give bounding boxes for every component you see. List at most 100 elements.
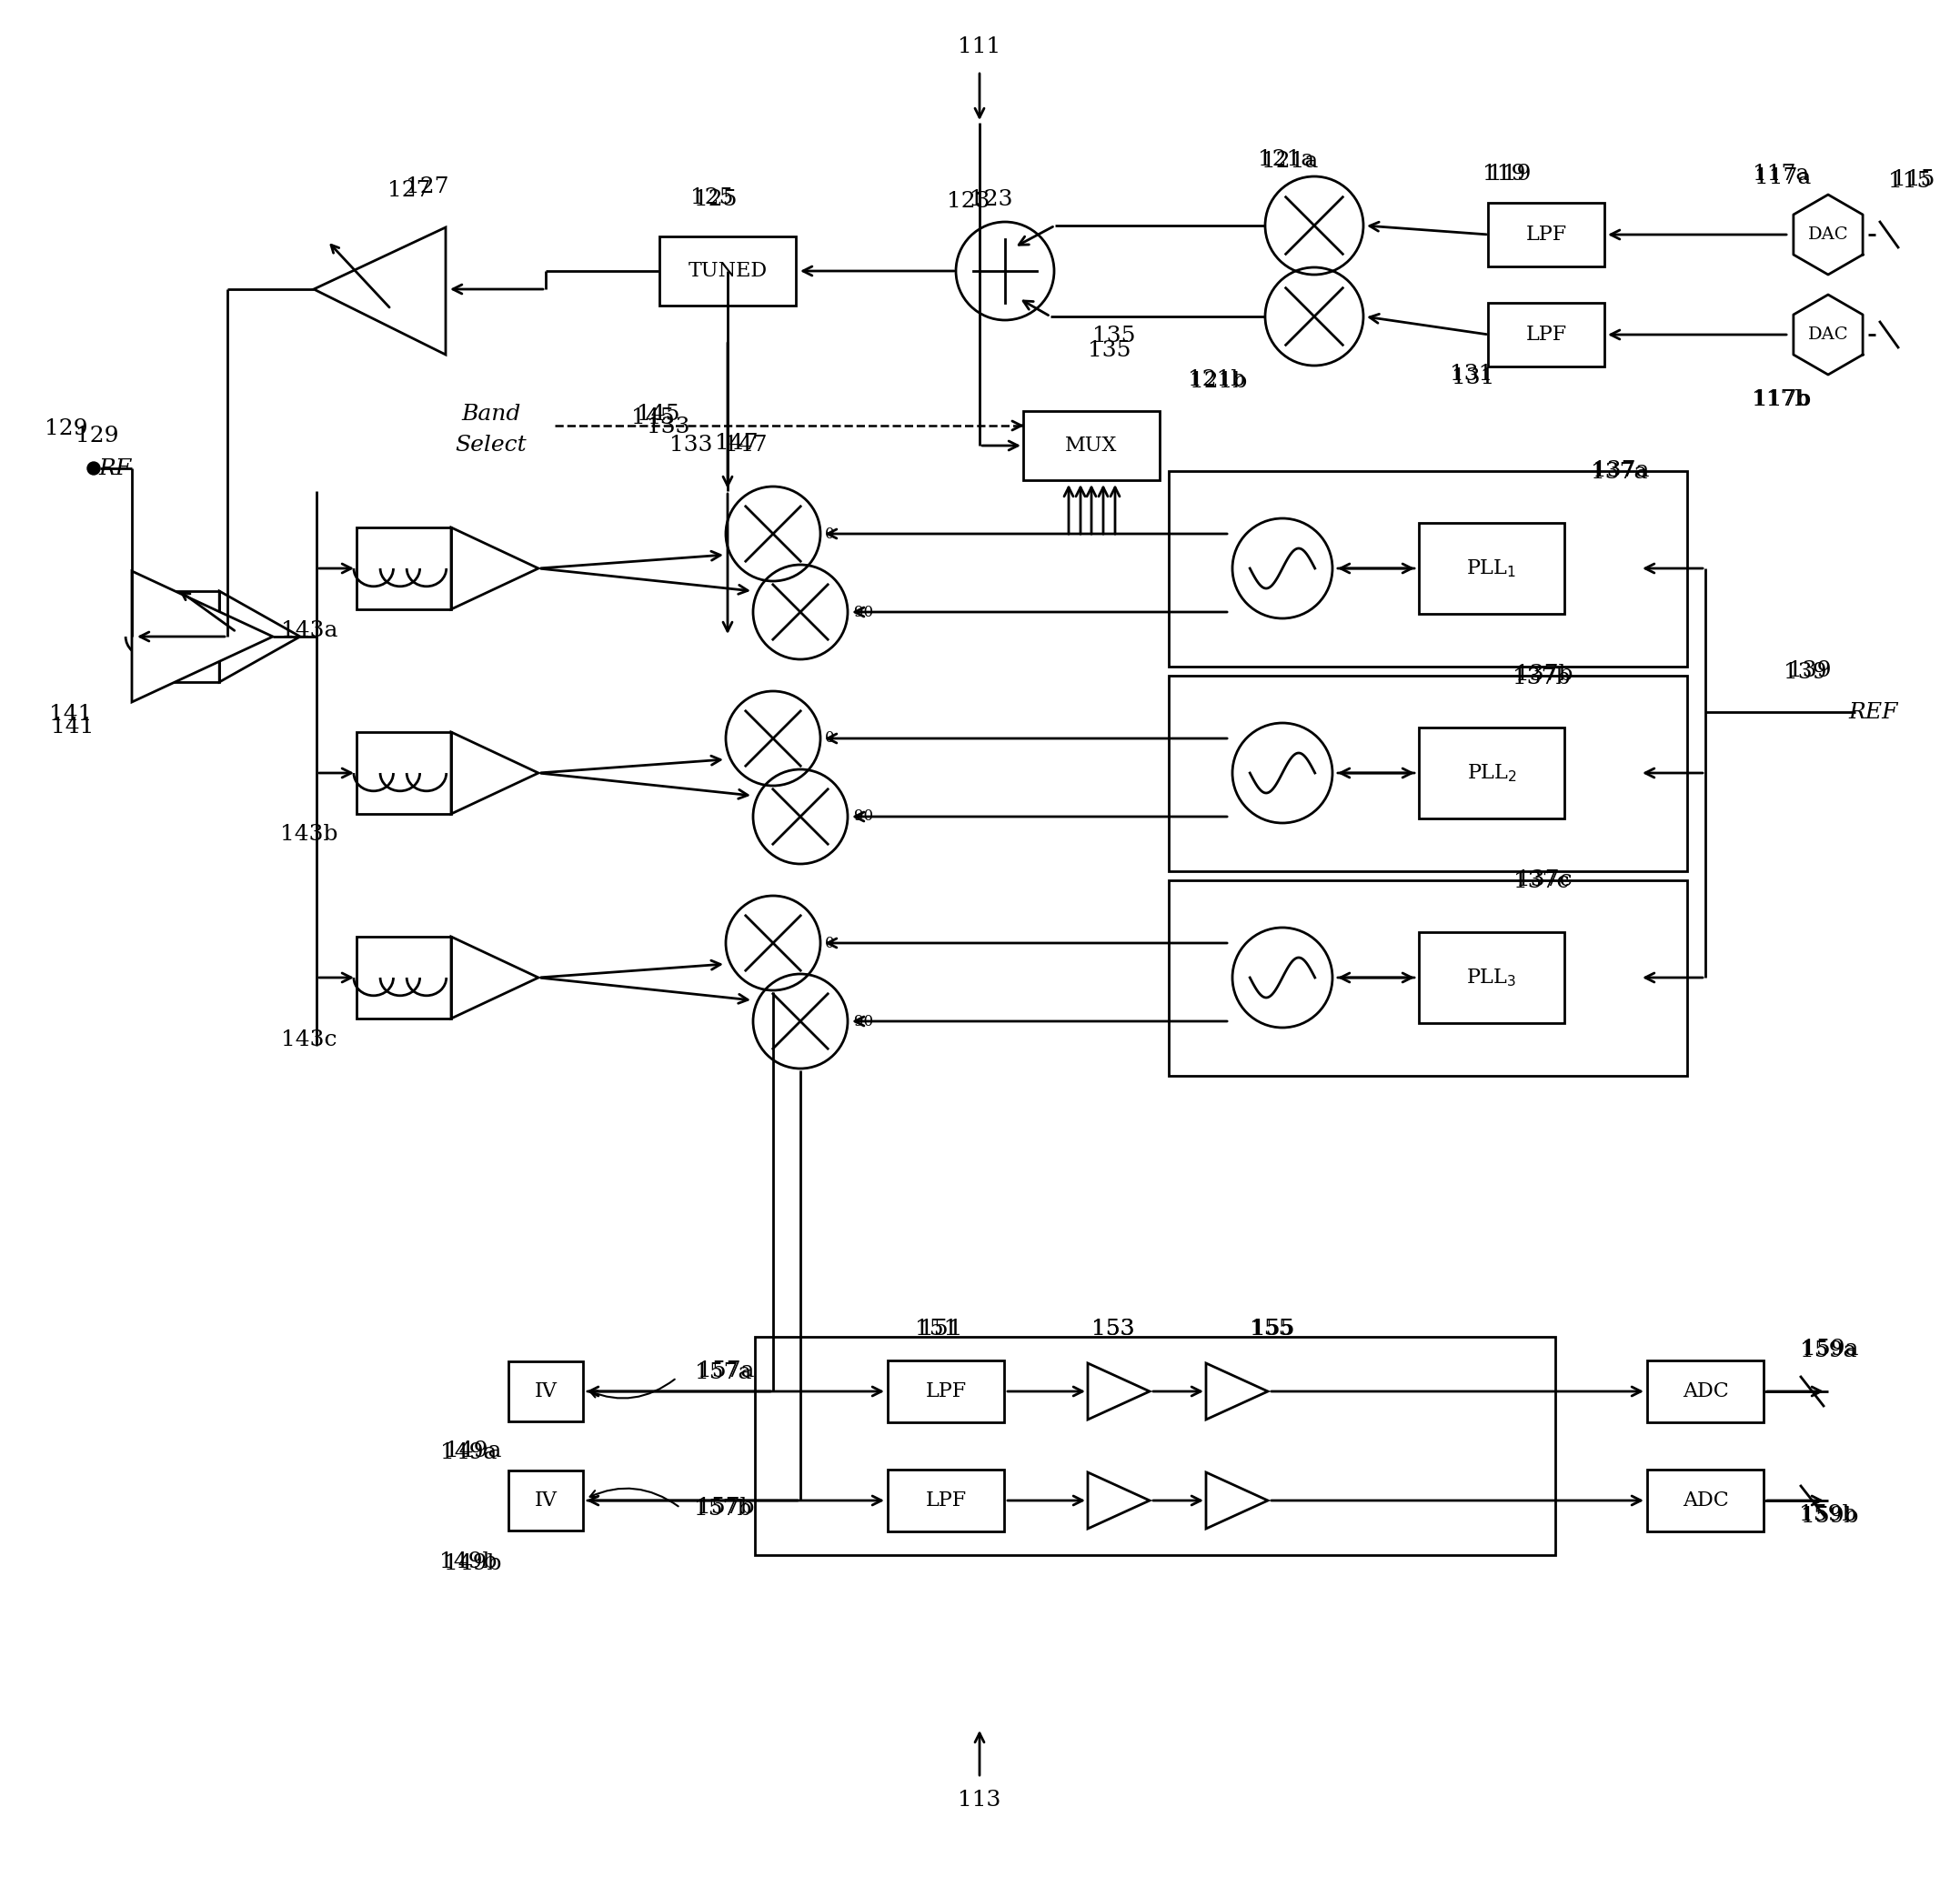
Text: 113: 113: [958, 1791, 1002, 1812]
Bar: [1168, 470, 1688, 666]
Bar: [1488, 203, 1605, 266]
Text: 137c: 137c: [1513, 871, 1570, 893]
Text: 0: 0: [825, 525, 835, 541]
Text: PLL$_2$: PLL$_2$: [1466, 763, 1517, 783]
Text: 159a: 159a: [1799, 1339, 1856, 1360]
Text: IV: IV: [535, 1381, 557, 1402]
Text: Select: Select: [455, 434, 527, 455]
Text: 125: 125: [694, 190, 737, 211]
Text: 143b: 143b: [280, 825, 339, 846]
Text: 133: 133: [670, 434, 713, 455]
Bar: [1646, 1360, 1764, 1423]
Text: TUNED: TUNED: [688, 262, 766, 281]
Bar: [1488, 304, 1605, 366]
Text: 153: 153: [1092, 1318, 1135, 1339]
Bar: [888, 1360, 1004, 1423]
Text: 117b: 117b: [1754, 389, 1811, 410]
Text: ADC: ADC: [1682, 1381, 1729, 1402]
Text: 137b: 137b: [1513, 668, 1570, 689]
Bar: [131, 592, 220, 683]
Bar: [659, 237, 796, 305]
Text: 123: 123: [970, 190, 1013, 211]
Text: 157a: 157a: [698, 1360, 755, 1381]
Text: 131: 131: [1452, 366, 1495, 387]
Text: 155: 155: [1252, 1318, 1296, 1339]
Text: 139: 139: [1784, 662, 1827, 683]
Text: DAC: DAC: [1807, 326, 1848, 343]
Text: 137b: 137b: [1515, 664, 1574, 685]
Text: PLL$_1$: PLL$_1$: [1466, 558, 1517, 579]
Bar: [357, 937, 451, 1019]
Text: 149a: 149a: [445, 1440, 502, 1461]
Text: 147: 147: [715, 433, 759, 453]
Text: 90: 90: [855, 605, 874, 620]
Bar: [1168, 880, 1688, 1076]
Text: 121a: 121a: [1258, 148, 1315, 169]
Text: 119: 119: [1488, 165, 1531, 186]
Text: 149b: 149b: [445, 1554, 502, 1575]
Text: 141: 141: [51, 717, 94, 738]
Bar: [1419, 524, 1564, 615]
Text: 151: 151: [919, 1318, 962, 1339]
Text: LPF: LPF: [1525, 224, 1566, 245]
Text: DAC: DAC: [1807, 226, 1848, 243]
Bar: [508, 1470, 582, 1531]
Text: 133: 133: [647, 417, 690, 438]
Text: 137c: 137c: [1517, 871, 1572, 892]
Text: ADC: ADC: [1682, 1491, 1729, 1510]
Text: 115: 115: [1891, 169, 1935, 190]
Text: 90: 90: [855, 1013, 874, 1028]
Bar: [508, 1362, 582, 1421]
Text: 129: 129: [76, 427, 120, 448]
Text: 149a: 149a: [439, 1444, 496, 1464]
Text: RF: RF: [98, 457, 131, 478]
Text: 143a: 143a: [280, 620, 337, 641]
Text: PLL$_3$: PLL$_3$: [1466, 967, 1517, 988]
Text: 90: 90: [855, 808, 874, 825]
Bar: [357, 527, 451, 609]
Text: LPF: LPF: [925, 1491, 966, 1510]
Text: 121a: 121a: [1262, 152, 1317, 173]
Text: 139: 139: [1788, 660, 1831, 681]
Text: 135: 135: [1088, 340, 1131, 360]
Text: 151: 151: [915, 1318, 958, 1339]
Text: 119: 119: [1484, 165, 1527, 186]
Text: 153: 153: [1092, 1318, 1135, 1339]
Bar: [1168, 675, 1688, 871]
Bar: [1646, 1470, 1764, 1531]
Text: 159b: 159b: [1801, 1506, 1858, 1527]
Bar: [888, 1470, 1004, 1531]
Text: 117b: 117b: [1752, 389, 1809, 410]
Text: 145: 145: [631, 408, 674, 429]
Bar: [1419, 728, 1564, 818]
Text: Band: Band: [461, 404, 521, 425]
Bar: [1419, 931, 1564, 1022]
Bar: [1023, 412, 1160, 480]
Text: 137a: 137a: [1590, 463, 1646, 484]
Bar: [755, 1337, 1556, 1556]
Text: 157a: 157a: [694, 1362, 751, 1383]
Bar: [357, 732, 451, 814]
Text: 121b: 121b: [1188, 370, 1247, 391]
Text: MUX: MUX: [1066, 436, 1117, 455]
Text: LPF: LPF: [1525, 324, 1566, 345]
Text: 159a: 159a: [1801, 1337, 1858, 1358]
Text: 137a: 137a: [1592, 461, 1648, 482]
Text: 159b: 159b: [1799, 1504, 1856, 1525]
Text: 121b: 121b: [1190, 372, 1249, 393]
Text: 125: 125: [690, 188, 733, 209]
Text: 149b: 149b: [439, 1552, 498, 1573]
Text: 127: 127: [388, 180, 431, 201]
Text: 127: 127: [406, 176, 449, 197]
Text: 117a: 117a: [1754, 167, 1811, 188]
Text: 111: 111: [958, 36, 1002, 57]
Text: 157b: 157b: [698, 1497, 755, 1518]
Text: 123: 123: [947, 192, 990, 212]
Text: IV: IV: [535, 1491, 557, 1510]
Text: 147: 147: [723, 434, 768, 455]
Text: 0: 0: [825, 730, 835, 746]
Text: 145: 145: [637, 404, 680, 425]
Text: LPF: LPF: [925, 1381, 966, 1402]
Text: 115: 115: [1887, 171, 1931, 192]
Text: 157b: 157b: [694, 1499, 753, 1519]
